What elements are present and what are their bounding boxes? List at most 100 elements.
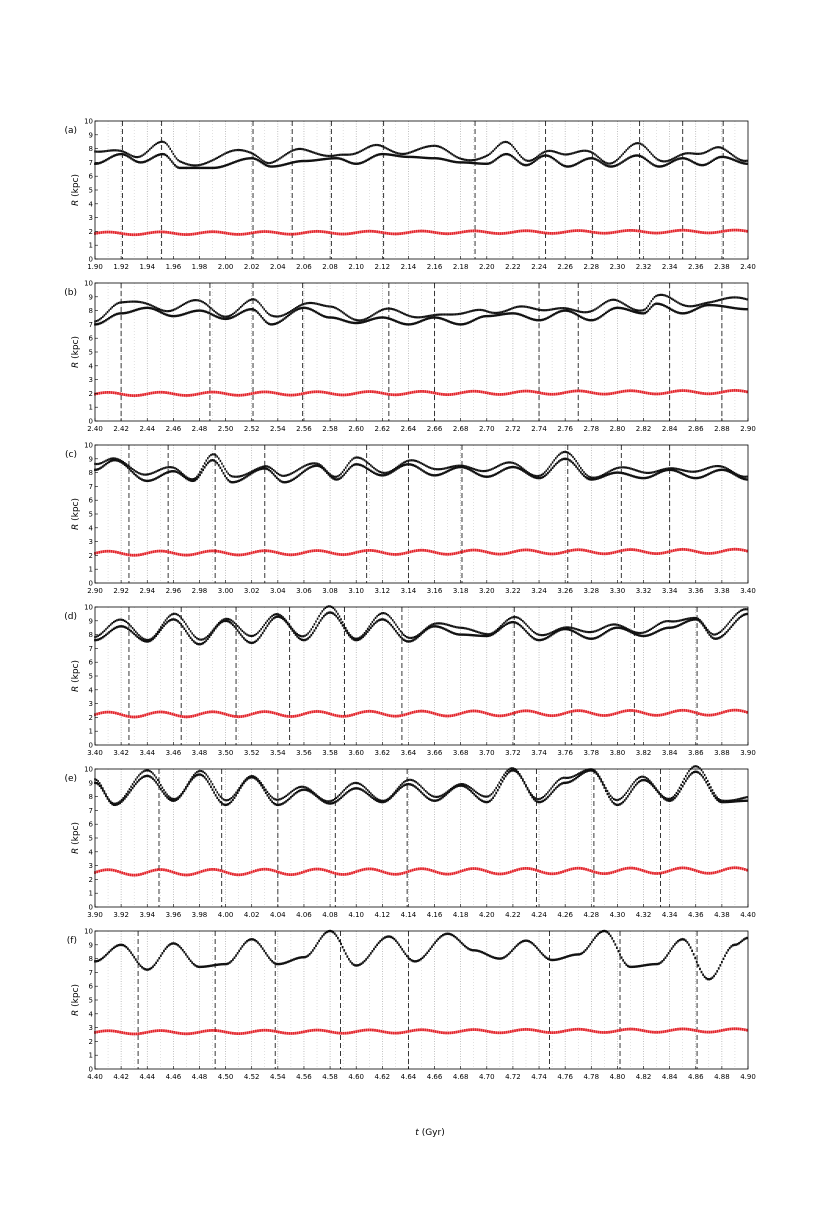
inner-point [564,230,567,234]
inner-point [340,393,343,397]
inner-point [743,229,746,233]
outer-point [271,323,273,326]
outer-point [139,301,142,304]
outer-point [702,302,704,305]
inner-point [593,391,596,395]
outer-point [210,453,212,457]
inner-point [232,714,234,718]
outer-point [580,466,582,470]
x-tick-label: 1.90 [87,263,103,271]
inner-point [557,713,560,717]
outer-point [575,627,577,631]
outer-point [232,161,234,164]
inner-point [472,709,475,713]
outer-point [456,313,458,316]
inner-point [658,552,661,555]
inner-point [601,231,604,235]
outer-point [578,150,581,153]
inner-point [549,231,552,235]
x-tick-label: 3.06 [296,587,312,595]
outer-point [148,639,151,643]
outer-point [128,628,131,632]
outer-point [120,625,123,628]
x-tick-label: 2.28 [583,263,599,271]
inner-point [211,710,213,714]
outer-point [178,470,181,473]
outer-point [642,471,645,474]
outer-point [490,151,493,154]
outer-point [188,627,190,631]
outer-point [608,629,610,632]
outer-orbit-series [94,293,748,326]
outer-point [344,626,347,630]
outer-point [421,156,424,159]
inner-point [445,714,447,718]
outer-point [416,635,419,639]
outer-point [473,309,476,312]
inner-point [395,714,397,718]
outer-point [211,458,214,462]
outer-point [161,311,164,315]
outer-point [446,466,449,469]
outer-point [348,153,350,156]
outer-point [189,479,192,482]
outer-point [370,464,372,467]
outer-point [706,303,709,307]
outer-point [501,462,504,466]
outer-point [543,633,546,637]
outer-point [211,313,214,316]
outer-point [714,146,717,149]
outer-point [669,468,672,472]
inner-point [666,230,669,234]
outer-point [684,474,687,477]
outer-point [365,147,367,150]
inner-point [685,228,688,232]
outer-point [557,161,560,164]
outer-point [545,317,548,320]
inner-point [624,548,627,552]
inner-point [574,548,577,552]
inner-point [284,714,287,718]
inner-point [720,390,723,394]
outer-point [170,160,173,163]
inner-point [739,548,742,552]
inner-point [710,551,713,555]
outer-point [374,312,377,315]
outer-point [175,157,178,160]
inner-point [723,549,725,553]
outer-point [468,321,471,324]
outer-point [438,145,441,148]
x-tick-label: 2.68 [453,425,469,433]
outer-point [420,147,422,150]
inner-point [321,230,324,234]
outer-point [616,159,618,162]
outer-point [479,474,482,477]
inner-point [501,392,504,396]
inner-point [321,710,324,714]
outer-point [675,469,678,473]
outer-point [379,618,382,621]
x-tick-label: 3.02 [244,587,260,595]
outer-point [670,467,673,470]
outer-point [484,469,487,473]
outer-point [720,304,723,308]
outer-point [101,465,104,468]
inner-point [112,711,115,715]
inner-point [353,392,356,396]
outer-point [658,165,661,168]
outer-point [266,619,269,622]
inner-point [562,712,564,716]
outer-point [243,474,245,477]
inner-point [587,549,590,553]
outer-point [145,638,148,642]
outer-point [250,298,253,301]
outer-point [335,317,338,320]
inner-point [522,229,525,233]
outer-point [427,317,430,320]
outer-point [528,159,530,162]
outer-point [136,471,139,474]
outer-point [222,465,225,468]
outer-point [236,148,239,152]
outer-point [678,468,681,471]
outer-point [141,161,143,164]
